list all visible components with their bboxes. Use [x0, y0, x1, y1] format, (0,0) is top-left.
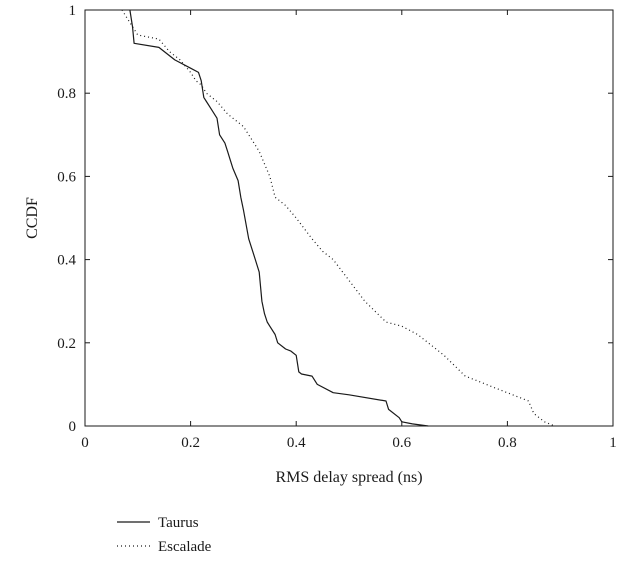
x-tick-label: 0.6	[392, 435, 411, 451]
x-axis: 0 0.2 0.4 0.6 0.8 1	[81, 10, 617, 451]
series-layer	[121, 9, 556, 427]
legend-label-escalade: Escalade	[158, 539, 212, 555]
y-tick-label: 0	[69, 419, 77, 435]
x-tick-label: 0.8	[498, 435, 517, 451]
y-tick-label: 0.6	[57, 169, 76, 185]
legend: Taurus Escalade	[117, 515, 212, 555]
x-axis-label: RMS delay spread (ns)	[275, 469, 422, 486]
y-tick-label: 1	[69, 3, 77, 19]
x-tick-label: 0.2	[181, 435, 200, 451]
x-tick-label: 0	[81, 435, 89, 451]
legend-label-taurus: Taurus	[158, 515, 199, 531]
y-tick-label: 0.8	[57, 86, 76, 102]
y-tick-label: 0.2	[57, 336, 76, 352]
x-tick-label: 1	[609, 435, 617, 451]
y-axis: 0 0.2 0.4 0.6 0.8 1	[57, 3, 613, 435]
plot-area	[84, 9, 614, 427]
x-tick-label: 0.4	[287, 435, 306, 451]
series-line-escalade	[121, 9, 556, 427]
y-axis-label: CCDF	[24, 197, 41, 239]
y-tick-label: 0.4	[57, 253, 76, 269]
series-line-taurus	[129, 9, 429, 427]
axes-frame	[84, 9, 614, 427]
